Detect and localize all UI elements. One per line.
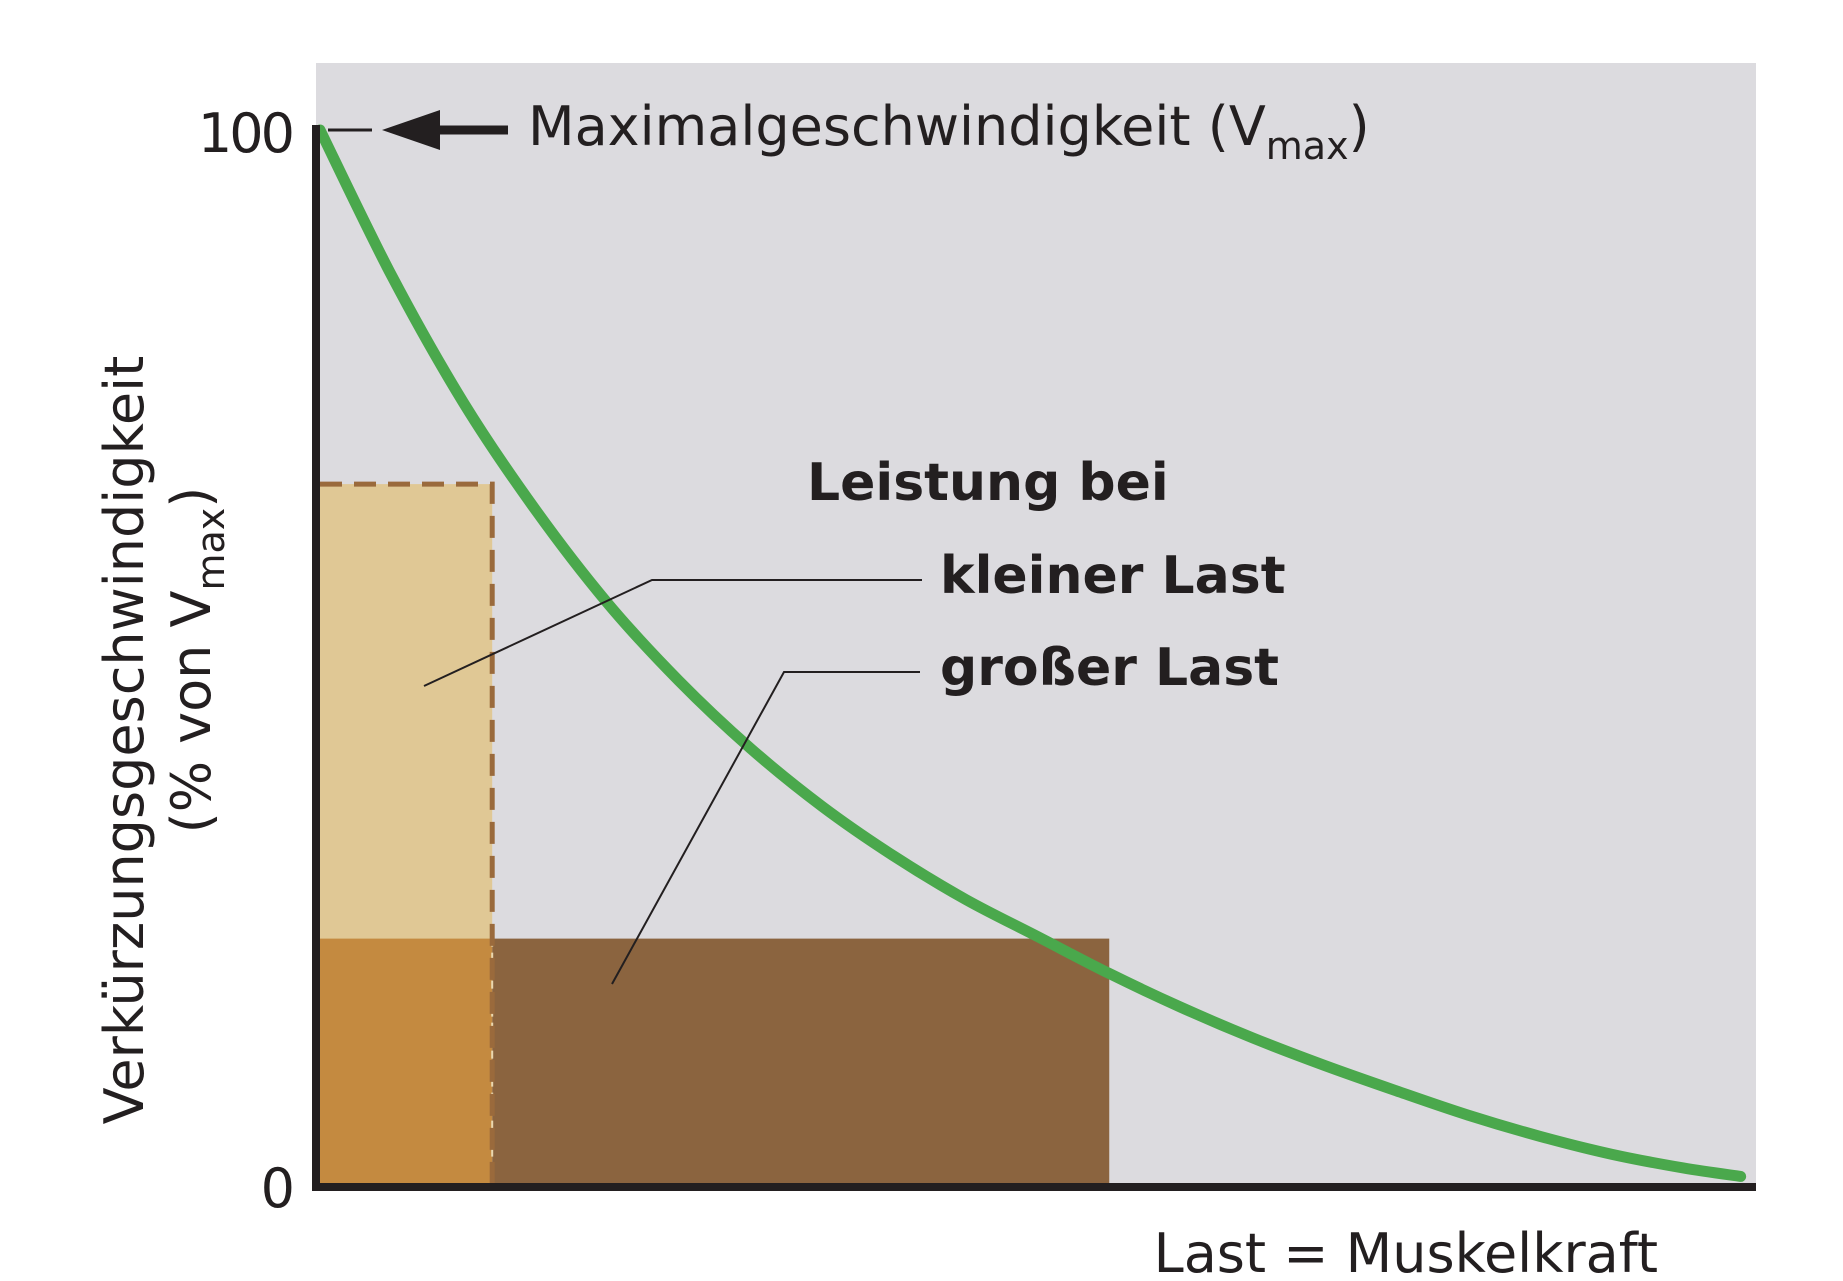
y-tick-label-0: 0	[261, 1157, 292, 1220]
small-load-dashed-border	[320, 481, 495, 1187]
power-heading: Leistung bei	[807, 453, 1169, 513]
large-load-power-area	[492, 938, 1110, 1187]
y-tick-label-100: 100	[198, 102, 292, 165]
x-axis-label: Last = Muskelkraft	[1154, 1222, 1658, 1281]
y-axis-label-line2: (% von Vmax)	[160, 487, 233, 834]
force-velocity-curve	[314, 124, 1747, 1182]
small-load-leader-line	[423, 579, 922, 687]
large-load-leader-line	[611, 671, 920, 985]
overlap-power-area	[320, 938, 493, 1187]
vmax-arrowhead	[382, 110, 440, 150]
small-load-label: kleiner Last	[940, 546, 1286, 606]
vmax-annotation: Maximalgeschwindigkeit (Vmax)	[528, 95, 1370, 168]
y-axis-label-line1: Verkürzungsgeschwindigkeit	[93, 356, 156, 1125]
large-load-label: großer Last	[940, 638, 1279, 698]
